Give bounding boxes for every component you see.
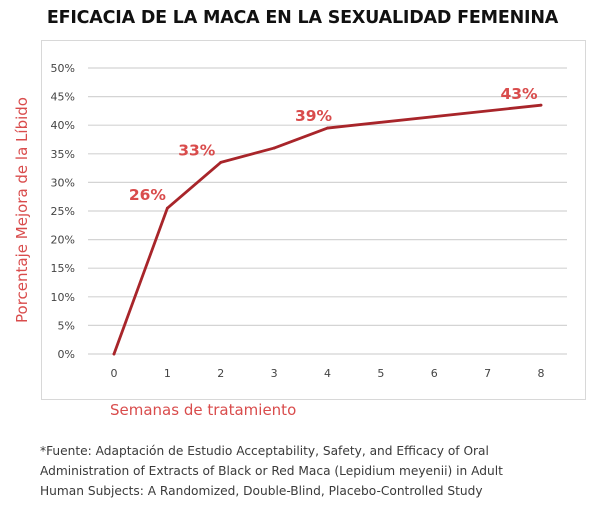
y-tick-label: 25%	[51, 205, 75, 218]
y-tick-label: 30%	[51, 176, 75, 189]
data-point	[219, 160, 223, 164]
y-tick-label: 10%	[51, 291, 75, 304]
footnote-line: Human Subjects: A Randomized, Double-Bli…	[40, 484, 483, 498]
data-point	[539, 103, 543, 107]
data-point	[165, 206, 169, 210]
data-point	[326, 126, 329, 130]
footnote-line: *Fuente: Adaptación de Estudio Acceptabi…	[40, 444, 489, 458]
x-tick-label: 2	[217, 367, 224, 380]
x-tick-label: 1	[164, 367, 171, 380]
x-tick-label: 0	[111, 367, 118, 380]
x-tick-label: 6	[431, 367, 438, 380]
x-tick-label: 3	[271, 367, 278, 380]
source-footnote: *Fuente: Adaptación de Estudio Acceptabi…	[40, 441, 590, 501]
y-tick-label: 40%	[51, 119, 75, 132]
x-tick-label: 4	[324, 367, 331, 380]
y-tick-label: 20%	[51, 234, 75, 247]
data-label: 33%	[178, 141, 216, 159]
chart-frame	[41, 40, 586, 400]
x-tick-label: 5	[377, 367, 384, 380]
data-point	[272, 146, 276, 150]
y-tick-label: 0%	[58, 348, 75, 361]
y-tick-label: 15%	[51, 262, 75, 275]
data-label: 26%	[129, 186, 167, 204]
data-line	[112, 103, 543, 356]
x-tick-label: 8	[538, 367, 545, 380]
y-tick-label: 50%	[51, 62, 75, 75]
data-label: 39%	[295, 107, 333, 125]
x-tick-label: 7	[484, 367, 491, 380]
y-tick-label: 5%	[58, 319, 75, 332]
y-axis-title: Porcentaje Mejora de la Líbido	[13, 97, 31, 323]
data-label: 43%	[500, 85, 538, 103]
y-tick-label: 35%	[51, 148, 75, 161]
data-point	[112, 352, 116, 356]
y-tick-label: 45%	[51, 91, 75, 104]
x-axis-title: Semanas de tratamiento	[110, 401, 297, 419]
chart-title: EFICACIA DE LA MACA EN LA SEXUALIDAD FEM…	[46, 8, 559, 28]
footnote-line: Administration of Extracts of Black or R…	[40, 464, 503, 478]
